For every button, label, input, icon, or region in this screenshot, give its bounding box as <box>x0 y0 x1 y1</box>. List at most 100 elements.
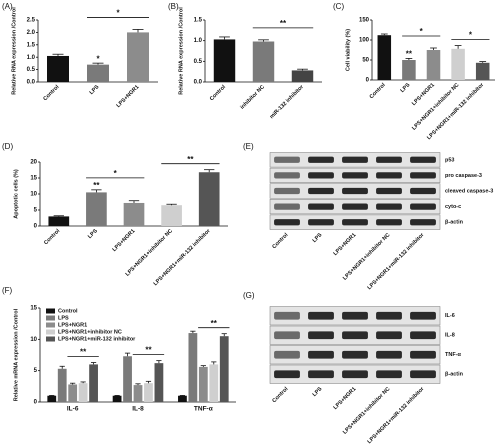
blot-band <box>342 370 368 379</box>
significance-label: * <box>469 31 473 40</box>
y-tick-label: 0.0 <box>194 80 203 86</box>
blot-band <box>410 331 436 340</box>
y-tick-label: 10 <box>30 337 37 343</box>
x-tick-label: Control <box>43 228 61 246</box>
y-tick-label: 2.0 <box>27 30 36 36</box>
blot-row-label: TNF-α <box>445 352 462 358</box>
blot-band <box>376 156 402 163</box>
y-tick-label: 0 <box>366 78 370 84</box>
panel-label: (D) <box>2 142 13 151</box>
bar <box>87 64 109 82</box>
significance-label: ** <box>211 319 218 328</box>
bar <box>475 62 490 80</box>
bar <box>219 336 229 402</box>
y-tick-label: 150 <box>359 18 370 24</box>
x-tick-label: Control <box>369 82 387 100</box>
y-tick-label: 0.5 <box>194 59 203 65</box>
bar <box>291 70 314 82</box>
blot-row-label: β-actin <box>445 220 464 226</box>
bar <box>48 216 70 226</box>
y-tick-label: 0.5 <box>27 67 36 73</box>
y-axis-label: Cell viability (%) <box>345 29 351 71</box>
blot-band <box>342 350 368 359</box>
y-tick-label: 1.0 <box>27 55 36 61</box>
bar <box>47 395 57 402</box>
bar <box>86 192 107 226</box>
blot-band <box>308 203 334 210</box>
legend-swatch <box>46 315 55 321</box>
bar <box>213 39 236 82</box>
significance-label: ** <box>406 50 413 59</box>
significance-label: ** <box>187 155 194 164</box>
y-axis-label: Relative mRNA expression /Control <box>13 308 19 401</box>
significance-label: * <box>114 169 118 178</box>
significance-label: ** <box>145 346 152 355</box>
blot-band <box>274 311 300 320</box>
legend-swatch <box>46 308 55 314</box>
legend-label: Control <box>58 308 78 314</box>
x-tick-label: miR-132 inhibitor <box>269 84 306 121</box>
blot-band <box>274 331 300 340</box>
blot-band <box>376 370 402 379</box>
blot-band <box>376 331 402 340</box>
bar <box>78 383 88 402</box>
blot-row-label: p53 <box>445 157 454 163</box>
legend-label: LPS+NGR1+inhibitor NC <box>58 329 122 335</box>
panel-label: (C) <box>333 2 344 11</box>
legend-label: LPS <box>58 315 69 321</box>
significance-label: ** <box>280 19 287 28</box>
x-tick-label: LPS <box>89 84 101 96</box>
blot-band <box>342 156 368 163</box>
bar <box>154 363 164 402</box>
x-tick-label: IL-8 <box>132 406 144 413</box>
significance-label: * <box>96 54 100 63</box>
y-tick-label: 100 <box>359 38 370 44</box>
bar <box>47 55 69 82</box>
blot-band <box>410 172 436 179</box>
blot-band <box>410 219 436 226</box>
x-tick-label: LPS+NGR1 <box>411 82 436 107</box>
blot-band <box>410 370 436 379</box>
bar <box>123 202 145 226</box>
significance-label: * <box>116 9 120 18</box>
x-tick-label: LPS+NGR1 <box>112 228 137 253</box>
blot-band <box>274 156 300 163</box>
blot-band <box>308 156 334 163</box>
blot-band <box>308 187 334 195</box>
blot-band <box>274 370 300 379</box>
legend-swatch <box>46 329 55 335</box>
blot-band <box>308 370 334 379</box>
blot-band <box>410 156 436 163</box>
bar <box>188 333 198 402</box>
blot-band <box>376 219 402 226</box>
x-tick-label: Control <box>42 84 60 102</box>
blot-row-label: β-actin <box>445 372 464 378</box>
x-tick-label: LPS+NGR1 <box>116 84 141 109</box>
blot-band <box>342 187 368 195</box>
y-tick-label: 1.5 <box>194 18 203 24</box>
significance-label: * <box>420 27 424 36</box>
x-tick-label: LPS <box>400 82 412 94</box>
x-tick-label: inhibitor NC <box>239 84 266 111</box>
blot-band <box>342 331 368 340</box>
bar <box>178 395 187 402</box>
bar <box>133 385 143 402</box>
blot-lane-label: Control <box>271 386 289 404</box>
blot-lane-label: LPS+NGR1+miR-132 inhibitor <box>367 232 427 292</box>
blot-band <box>308 350 334 359</box>
blot-band <box>342 219 368 226</box>
blot-band <box>274 187 300 195</box>
panel-label: (F) <box>2 286 13 295</box>
bar <box>161 205 182 226</box>
y-tick-label: 50 <box>362 58 369 64</box>
blot-lane-label: LPS <box>312 386 324 398</box>
blot-band <box>410 311 436 320</box>
y-tick-label: 5 <box>34 368 38 374</box>
y-tick-label: 15 <box>30 306 37 312</box>
bar <box>377 35 392 80</box>
bar <box>252 41 275 82</box>
blot-row-label: pro caspase-3 <box>445 173 482 179</box>
blot-lane-label: LPS+NGR1 <box>333 386 358 411</box>
blot-band <box>342 311 368 320</box>
